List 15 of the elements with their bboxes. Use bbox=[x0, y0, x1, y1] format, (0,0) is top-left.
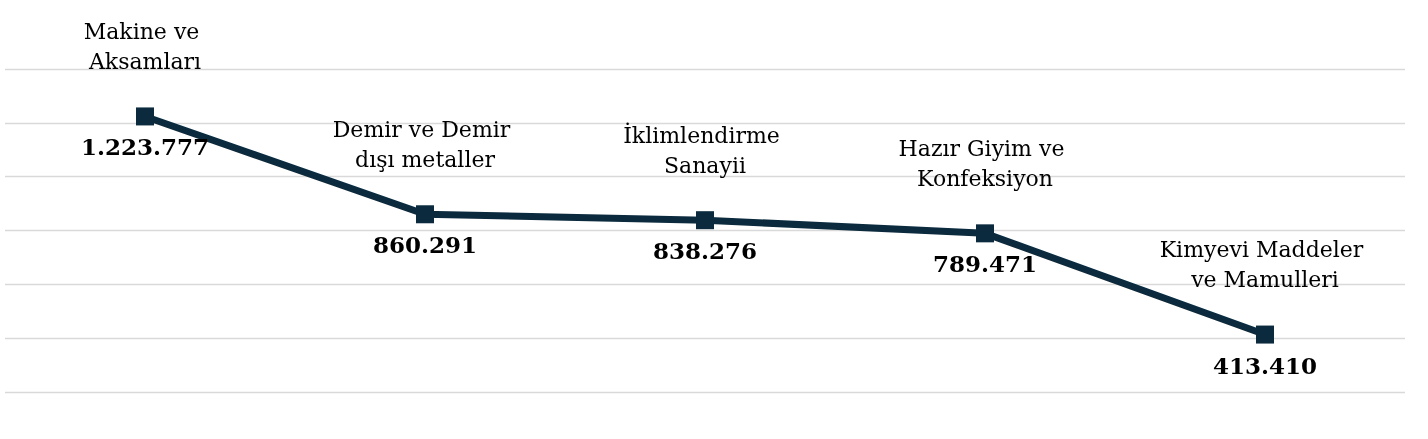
point bbox=[976, 224, 994, 243]
point bbox=[696, 211, 714, 230]
data-label: 789.471 bbox=[932, 250, 1038, 278]
x-tick-label: Hazır Giyim ve Konfeksiyon bbox=[898, 135, 1072, 191]
data-label: 1.223.777 bbox=[80, 133, 210, 161]
point bbox=[1256, 325, 1274, 344]
x-tick-label: İklimlendirme Sanayii bbox=[623, 121, 787, 178]
x-tick-label: Demir ve Demir dışı metaller bbox=[332, 116, 518, 172]
data-label: 413.410 bbox=[1212, 351, 1318, 379]
x-tick-label: Kimyevi Maddeler ve Mamulleri bbox=[1159, 237, 1371, 293]
point bbox=[416, 205, 434, 224]
data-label: 860.291 bbox=[372, 231, 478, 259]
x-tick-label: Makine ve Aksamları bbox=[83, 18, 207, 74]
point bbox=[136, 107, 154, 126]
data-label: 838.276 bbox=[652, 237, 758, 265]
